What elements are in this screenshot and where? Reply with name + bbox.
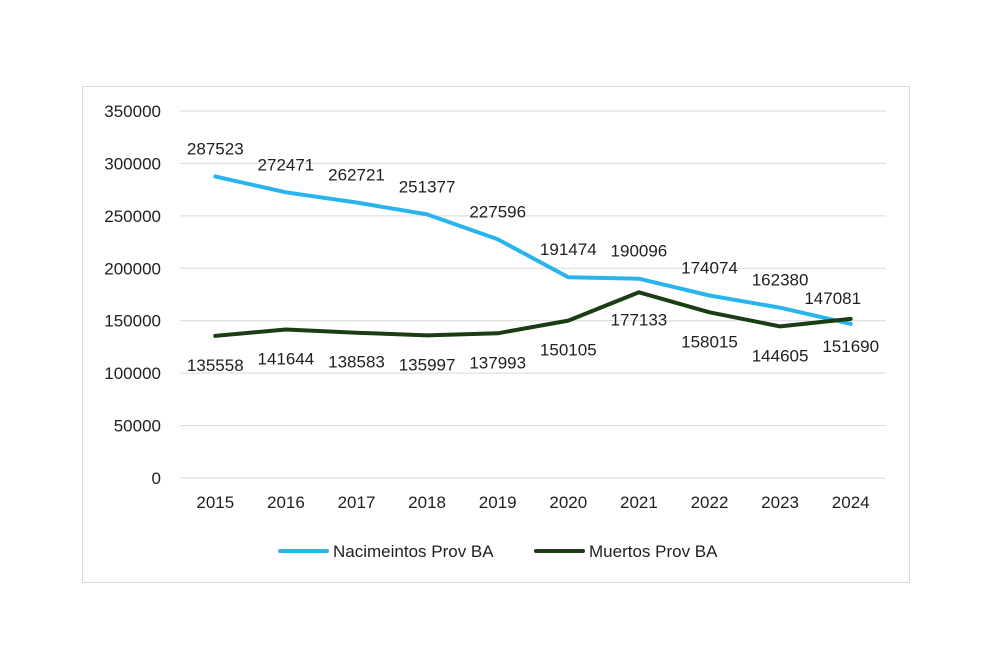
x-tick-label: 2021 [620, 493, 658, 512]
data-label-nacimientos: 227596 [469, 202, 526, 221]
data-label-nacimientos: 251377 [399, 177, 456, 196]
data-label-nacimientos: 190096 [611, 242, 668, 261]
x-axis-ticks: 2015 2016 2017 2018 2019 2020 2021 2022 2023 2024 [196, 493, 869, 512]
data-label-nacimientos: 174074 [681, 258, 738, 277]
data-label-muertos: 141644 [258, 349, 315, 368]
data-label-muertos: 137993 [469, 353, 526, 372]
x-tick-label: 2016 [267, 493, 305, 512]
data-label-nacimientos: 191474 [540, 240, 597, 259]
x-tick-label: 2015 [196, 493, 234, 512]
data-labels: 287523 272471 262721 251377 227596 191474 1900… [187, 140, 879, 375]
data-label-nacimientos: 262721 [328, 166, 385, 185]
legend-label-nacimientos: Nacimeintos Prov BA [333, 542, 494, 561]
y-tick-label: 150000 [104, 312, 161, 331]
x-tick-label: 2022 [691, 493, 729, 512]
x-tick-label: 2023 [761, 493, 799, 512]
series-lines [213, 174, 853, 338]
data-label-muertos: 177133 [611, 310, 668, 329]
data-label-muertos: 150105 [540, 341, 597, 360]
data-label-muertos: 135558 [187, 356, 244, 375]
line-chart: 0 50000 100000 150000 200000 250000 300000 3500… [104, 102, 886, 561]
x-tick-label: 2017 [338, 493, 376, 512]
data-label-muertos: 158015 [681, 332, 738, 351]
data-label-muertos: 135997 [399, 355, 456, 374]
gridlines [180, 110, 886, 479]
data-label-nacimientos: 147081 [804, 289, 861, 308]
y-tick-label: 250000 [104, 207, 161, 226]
x-tick-label: 2019 [479, 493, 517, 512]
x-tick-label: 2024 [832, 493, 870, 512]
data-label-nacimientos: 162380 [752, 271, 809, 290]
y-axis-ticks: 0 50000 100000 150000 200000 250000 300000 3500… [104, 102, 161, 488]
y-tick-label: 300000 [104, 154, 161, 173]
y-tick-label: 200000 [104, 259, 161, 278]
legend: Nacimeintos Prov BA Muertos Prov BA [278, 542, 718, 561]
data-label-nacimientos: 272471 [258, 155, 315, 174]
y-tick-label: 350000 [104, 102, 161, 121]
series-line-nacimientos [213, 174, 853, 326]
data-label-nacimientos: 287523 [187, 140, 244, 159]
data-label-muertos: 138583 [328, 353, 385, 372]
y-tick-label: 50000 [114, 417, 161, 436]
x-tick-label: 2020 [549, 493, 587, 512]
x-tick-label: 2018 [408, 493, 446, 512]
legend-label-muertos: Muertos Prov BA [589, 542, 718, 561]
data-label-muertos: 151690 [822, 337, 879, 356]
y-tick-label: 0 [152, 469, 161, 488]
data-label-muertos: 144605 [752, 346, 809, 365]
y-tick-label: 100000 [104, 364, 161, 383]
chart-frame: 0 50000 100000 150000 200000 250000 300000 3500… [82, 86, 910, 583]
series-line-muertos [213, 290, 853, 338]
